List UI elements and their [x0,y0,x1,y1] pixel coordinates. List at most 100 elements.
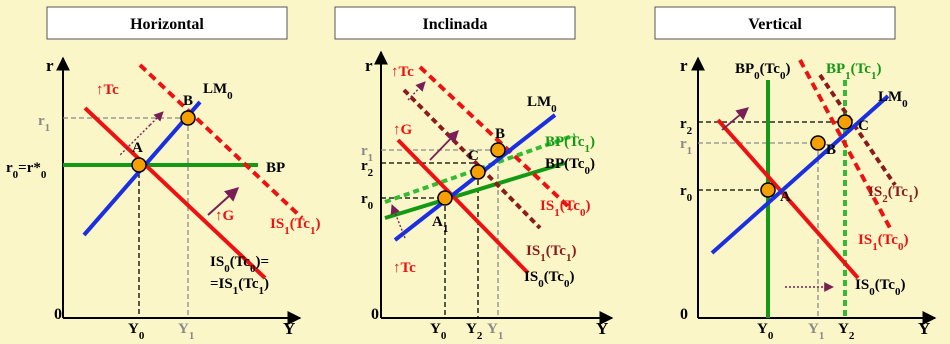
is0-tc0-label: IS0(Tc0) [855,277,905,298]
label-text: (Tc [875,277,896,293]
lm-label: LM0 [878,89,908,110]
label-text: ) [569,269,574,285]
label-subscript: 0 [754,70,760,82]
label-subscript: 1 [584,143,590,155]
label-subscript: 0 [139,330,145,339]
x-axis-label: Y [596,319,608,338]
label-text: ) [264,276,269,292]
label-text: Y [487,321,498,337]
label-subscript: 0 [895,286,901,298]
label-subscript: 0 [580,207,586,219]
label-subscript: 1 [872,241,878,253]
label-text: IS [540,198,554,214]
shock-g-arrow [429,130,459,161]
is1-tc0-label: IS1(Tc0) [858,232,908,253]
label-subscript: 1 [259,285,265,297]
shock-g-arrow [721,107,749,131]
shock-tc-label-bottom: ↑Tc [393,260,416,276]
is1-tc0-label: IS1(Tc0) [540,198,590,219]
point-a-label: A [132,140,143,156]
is1-label: IS1(Tc1) [270,216,320,237]
label-text: Y [430,321,441,337]
label-subscript: 0 [564,278,570,290]
label-subscript: 1 [498,330,504,339]
y-axis-label: r [46,56,54,75]
tick-r1: r1 [361,143,373,164]
bp-label: BP [266,160,285,176]
label-text: (Tc [888,184,909,200]
is0-tc0-curve [716,118,860,280]
label-text: ) [785,61,790,77]
is0-label-line1: IS0(Tc0)= [210,254,269,275]
is1-shifted-curve [138,63,304,220]
tick-r1: r1 [680,136,692,157]
shock-tc-arrow-bottom [390,204,406,239]
label-subscript: 0 [869,286,875,298]
label-subscript: 0 [538,278,544,290]
label-subscript: 1 [45,122,51,134]
label-text: r [361,191,368,207]
tick-r2: r2 [680,116,693,137]
origin-label: 0 [54,306,62,323]
tick-y1: Y1 [487,321,503,339]
tick-y1: Y1 [808,321,824,339]
tick-r0: r0 [361,191,374,212]
is1-tc0-curve [418,65,574,212]
label-subscript: 0 [224,263,230,275]
label-text: r [680,136,687,152]
label-text: (Tc [546,243,567,259]
label-subscript: 0 [227,90,233,102]
equilibrium-point-a [131,157,147,173]
label-text: ) [913,184,918,200]
label-text: r [6,160,13,176]
lm-curve [710,94,890,255]
label-text: (Tc [560,198,581,214]
label-text: IS [526,243,540,259]
label-subscript: 1 [310,225,316,237]
label-text: ) [315,216,320,232]
is2-tc1-curve [818,73,897,187]
label-text: LM [527,94,551,110]
panel-inclinada: Inclinada r Y 0 A1 C B ↑Tc ↑G ↑Tc [334,6,614,342]
label-subscript: 1 [819,330,825,339]
label-subscript: 1 [284,225,290,237]
label-subscript: 0 [551,103,557,115]
label-text: IS [210,254,224,270]
label-text: IS [270,216,284,232]
label-text: r [680,183,687,199]
bp-tc1-label: BP(Tc1) [545,134,595,155]
tick-r1: r1 [38,113,50,134]
bp0-label: BP0(Tc0) [735,61,790,82]
label-text: Y [466,321,477,337]
is0-label-line2: =IS1(Tc1) [210,276,269,297]
panel-horizontal: Horizontal r Y 0 A B ↑Tc ↑G BP LM0 IS1(T… [6,6,320,342]
label-text: Y [838,321,849,337]
shock-tc-arrow-top [407,81,426,101]
label-text: ) [590,156,595,172]
label-subscript: 1 [233,285,239,297]
point-b-label: B [495,126,505,142]
label-text: Y [128,321,139,337]
tick-y0: Y0 [757,321,774,339]
label-subscript: 0 [250,263,256,275]
panel-title: Vertical [748,16,802,33]
is0-tc0-label: IS0(Tc0) [524,269,574,290]
label-text: Y [808,321,819,337]
label-subscript: 0 [368,200,374,212]
equilibrium-point-b [180,110,196,126]
label-text: BP(Tc [545,156,585,172]
label-subscript: 1 [368,152,374,164]
equilibrium-point-b [810,135,826,151]
panel-title-box [654,6,896,40]
label-text: ) [571,243,576,259]
shock-tc-label: ↑Tc [96,82,119,98]
label-text: BP(Tc [545,134,585,150]
is1-tc0-curve [798,59,892,229]
equilibrium-point-a [760,182,776,198]
label-subscript: 1 [554,207,560,219]
label-text: BP [826,61,845,77]
tick-y2: Y2 [466,321,483,339]
label-subscript: 1 [189,330,195,339]
label-subscript: 1 [443,223,449,235]
